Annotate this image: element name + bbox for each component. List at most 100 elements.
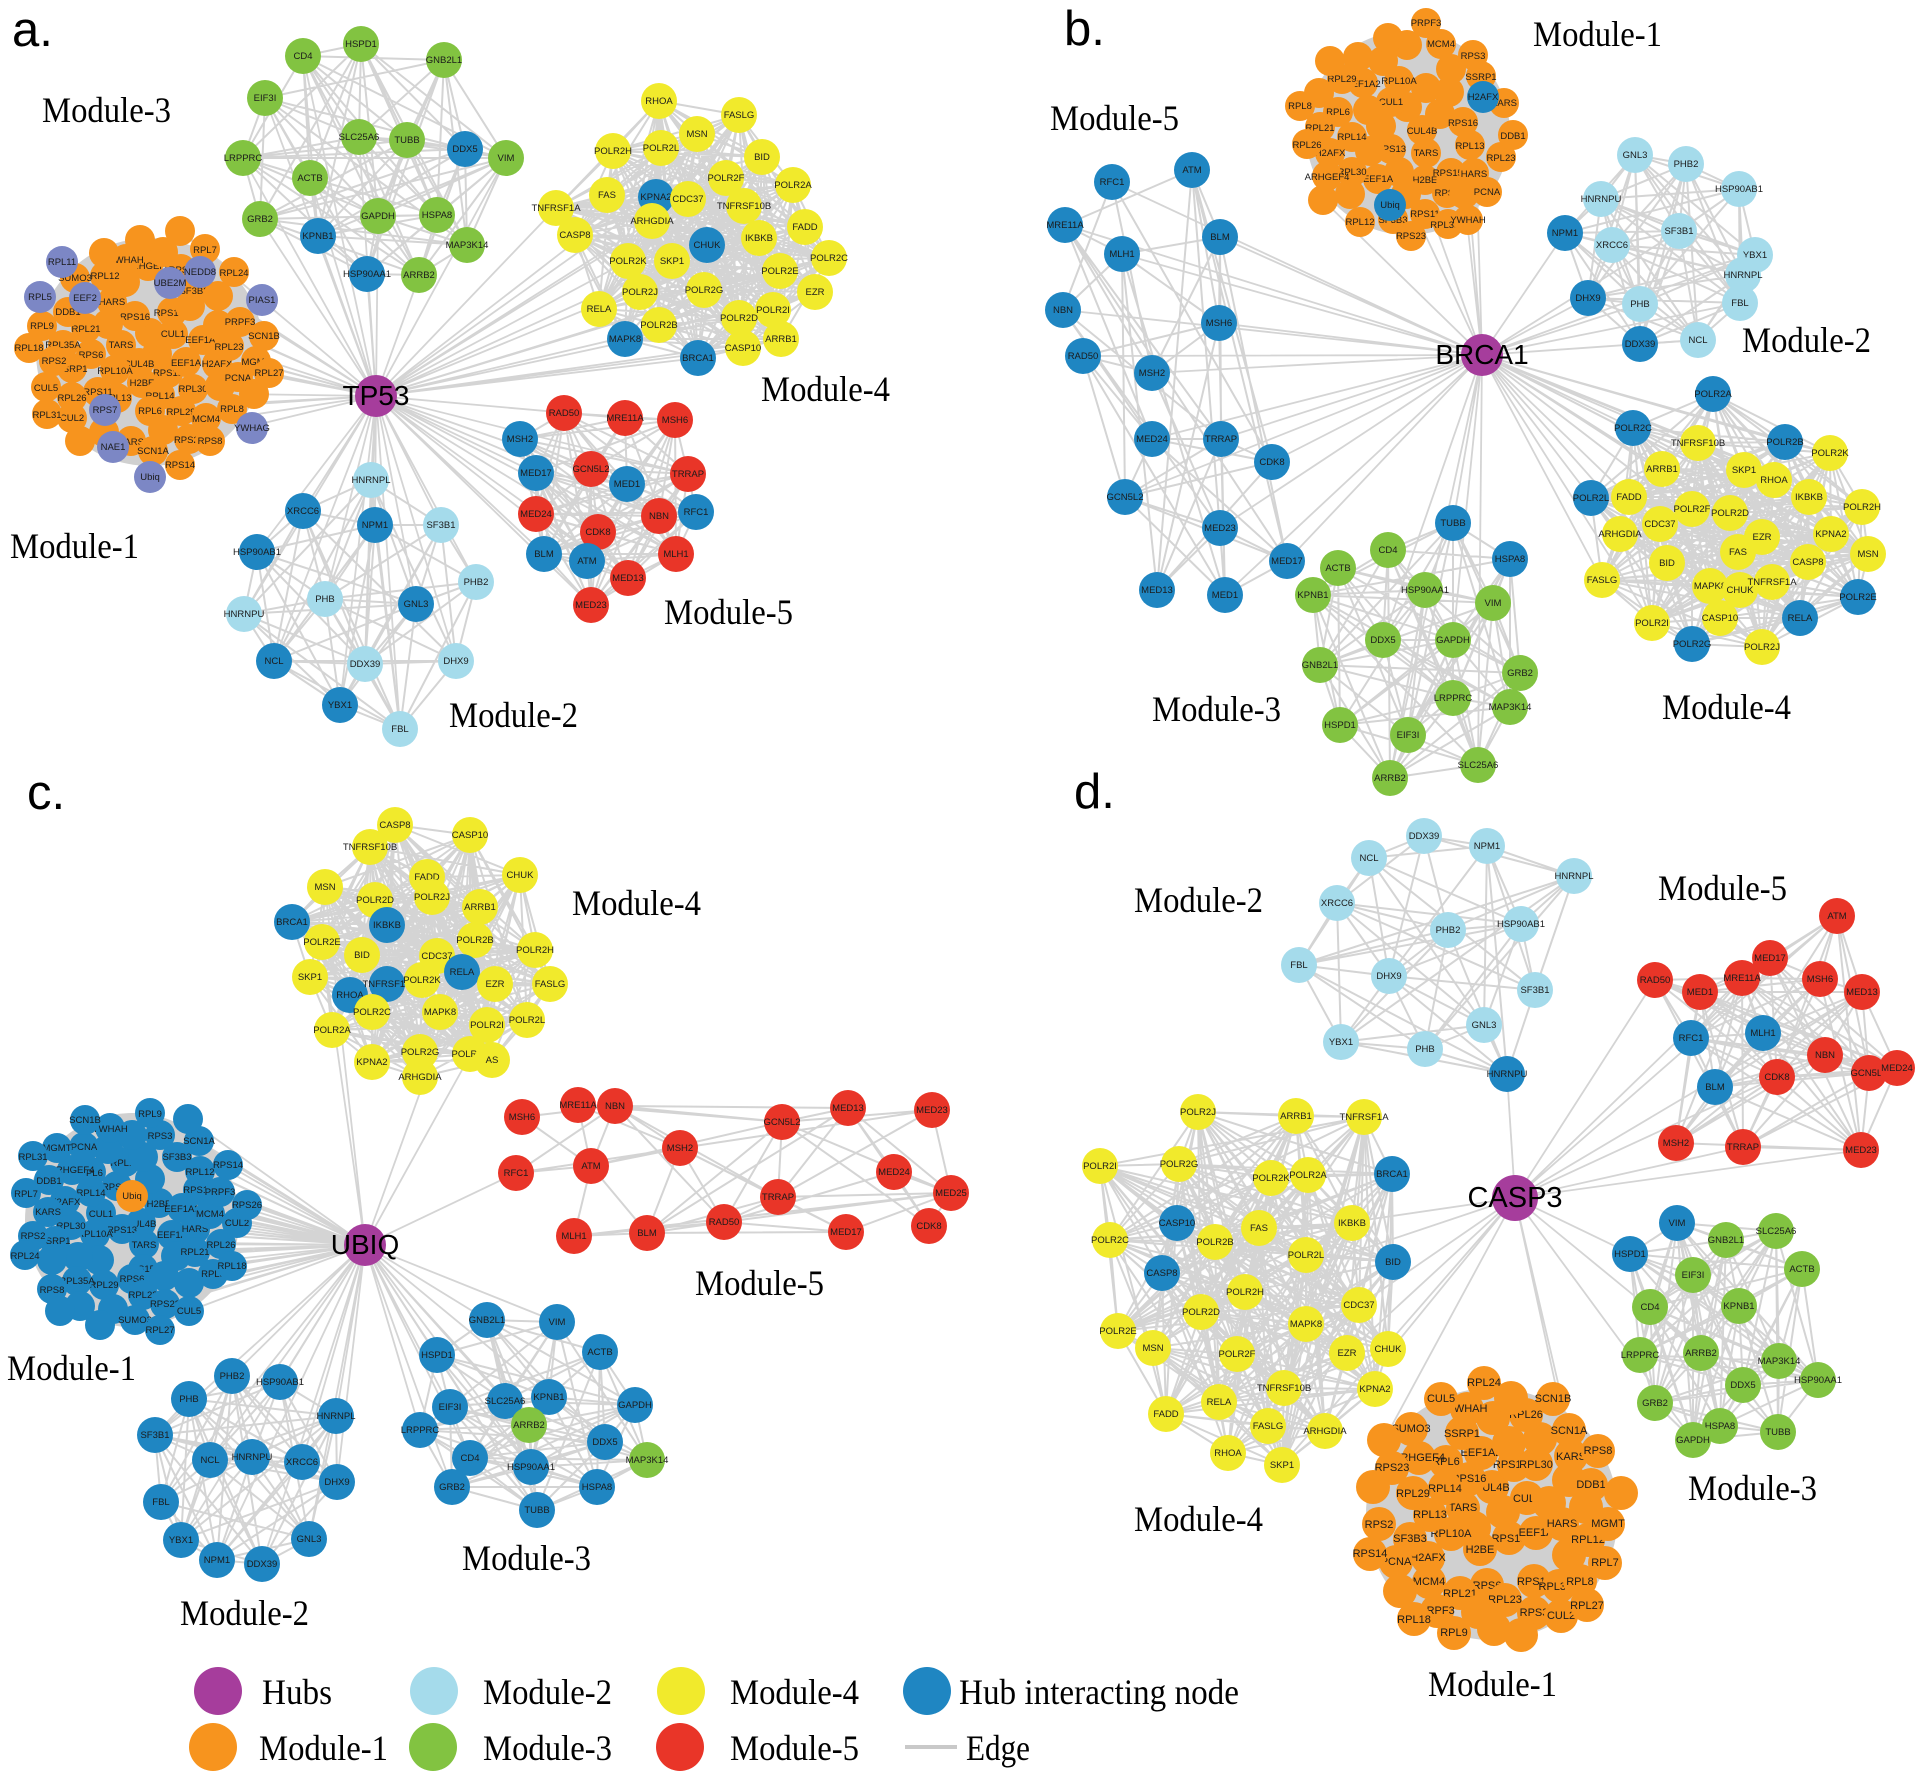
svg-text:RPS23: RPS23: [174, 435, 204, 446]
svg-text:RPL13: RPL13: [102, 393, 131, 404]
svg-text:CDC37: CDC37: [421, 951, 452, 962]
svg-text:TUBB: TUBB: [394, 135, 419, 146]
svg-text:MAP3K14: MAP3K14: [1758, 1356, 1801, 1367]
svg-text:GAPDH: GAPDH: [1676, 1435, 1710, 1446]
svg-text:RPL10A: RPL10A: [1381, 76, 1417, 87]
svg-text:SF3B3: SF3B3: [1393, 1533, 1427, 1545]
svg-text:FBL: FBL: [152, 1497, 169, 1508]
svg-text:CUL5: CUL5: [1427, 1393, 1455, 1405]
svg-text:EIF3I: EIF3I: [1682, 1270, 1705, 1281]
svg-text:RPL6: RPL6: [1432, 1456, 1460, 1468]
svg-text:MCM4: MCM4: [1413, 1576, 1445, 1588]
svg-text:GNL3: GNL3: [1472, 1020, 1497, 1031]
svg-text:GNL3: GNL3: [404, 599, 429, 610]
svg-text:RPS6: RPS6: [1435, 188, 1460, 199]
svg-text:Module-2: Module-2: [1134, 880, 1263, 920]
svg-text:TNFRSF10B: TNFRSF10B: [1257, 1383, 1311, 1394]
svg-text:CDC37: CDC37: [1343, 1300, 1374, 1311]
svg-text:FAS: FAS: [1729, 547, 1747, 558]
svg-text:RPS13: RPS13: [153, 368, 183, 379]
svg-text:CHUK: CHUK: [1727, 585, 1755, 596]
svg-text:SKP1: SKP1: [298, 972, 322, 983]
svg-text:KARS: KARS: [35, 1207, 61, 1218]
svg-text:MAPK8: MAPK8: [424, 1007, 456, 1018]
svg-text:Module-4: Module-4: [761, 369, 890, 409]
svg-text:Ubiq: Ubiq: [140, 472, 160, 483]
svg-text:KPNB1: KPNB1: [533, 1392, 564, 1403]
svg-text:ACTB: ACTB: [297, 173, 322, 184]
svg-text:FBL: FBL: [1731, 298, 1748, 309]
svg-text:HARS: HARS: [182, 1224, 208, 1235]
svg-text:EEF2: EEF2: [73, 293, 97, 304]
svg-text:ATM: ATM: [1182, 165, 1201, 176]
svg-text:MCM4: MCM4: [1427, 39, 1455, 50]
svg-text:BLM: BLM: [534, 549, 554, 560]
svg-text:Module-3: Module-3: [1152, 689, 1281, 729]
svg-text:NCL: NCL: [264, 656, 283, 667]
svg-text:RPS16: RPS16: [120, 312, 150, 323]
svg-text:PRPF3: PRPF3: [205, 1187, 236, 1198]
svg-text:SCN1A: SCN1A: [183, 1136, 215, 1147]
svg-text:RPL24: RPL24: [1467, 1377, 1501, 1389]
svg-text:MED1: MED1: [1212, 590, 1238, 601]
svg-text:RPS11: RPS11: [83, 387, 112, 398]
svg-text:MSN: MSN: [1857, 549, 1878, 560]
svg-text:NPM1: NPM1: [1552, 228, 1578, 239]
svg-text:RPL29: RPL29: [1396, 1488, 1430, 1500]
svg-text:PRPF3: PRPF3: [225, 317, 256, 328]
svg-text:DHX9: DHX9: [1376, 971, 1401, 982]
svg-text:POLR2F: POLR2F: [708, 173, 745, 184]
svg-text:Module-3: Module-3: [462, 1538, 591, 1578]
svg-text:RPS7: RPS7: [93, 405, 118, 416]
svg-text:SF3B1: SF3B1: [426, 520, 455, 531]
svg-text:CASP10: CASP10: [725, 343, 761, 354]
svg-text:SKP1: SKP1: [1270, 1460, 1294, 1471]
svg-text:RPL9: RPL9: [30, 321, 54, 332]
svg-text:MED1: MED1: [614, 479, 640, 490]
svg-text:MSH2: MSH2: [1663, 1138, 1689, 1149]
svg-text:MED17: MED17: [1271, 556, 1303, 567]
svg-text:RHOA: RHOA: [336, 990, 364, 1001]
svg-text:PIAS1: PIAS1: [249, 295, 276, 306]
svg-text:DDX5: DDX5: [452, 144, 477, 155]
svg-text:TNFRSF1A: TNFRSF1A: [1747, 577, 1797, 588]
svg-text:RPL13: RPL13: [110, 1158, 139, 1169]
svg-text:MED25: MED25: [935, 1188, 967, 1199]
svg-text:MED17: MED17: [520, 468, 552, 479]
svg-text:AS: AS: [486, 1055, 499, 1066]
svg-text:CUL1: CUL1: [89, 1209, 113, 1220]
svg-text:RPL12: RPL12: [1571, 1534, 1605, 1546]
svg-text:MLH1: MLH1: [1750, 1028, 1775, 1039]
svg-text:EEF1A2: EEF1A2: [1345, 79, 1380, 90]
svg-text:H2AFX: H2AFX: [1468, 92, 1499, 103]
svg-text:ARHGEF4: ARHGEF4: [126, 261, 171, 272]
svg-text:LRPPRC: LRPPRC: [401, 1425, 440, 1436]
svg-text:RPL27: RPL27: [254, 368, 283, 379]
svg-text:CASP8: CASP8: [1146, 1268, 1177, 1279]
svg-text:EIF3I: EIF3I: [1397, 730, 1420, 741]
svg-text:GRB2: GRB2: [247, 214, 273, 225]
svg-text:GRB2: GRB2: [439, 1482, 465, 1493]
svg-text:PHB: PHB: [315, 594, 335, 605]
svg-text:RPL7: RPL7: [1591, 1557, 1619, 1569]
svg-text:CUL1: CUL1: [161, 329, 185, 340]
svg-text:MAP3K14: MAP3K14: [626, 1455, 669, 1466]
svg-text:RPL14: RPL14: [1337, 132, 1366, 143]
svg-text:CASP10: CASP10: [452, 830, 488, 841]
svg-text:HSP90AA1: HSP90AA1: [1401, 585, 1449, 596]
svg-text:a.: a.: [12, 3, 53, 57]
svg-text:GAPDH: GAPDH: [618, 1400, 652, 1411]
svg-text:IKBKB: IKBKB: [373, 920, 401, 931]
svg-text:TARS: TARS: [132, 1240, 157, 1251]
svg-text:ATM: ATM: [581, 1161, 600, 1172]
svg-text:ARRB1: ARRB1: [765, 334, 797, 345]
svg-text:EIF3I: EIF3I: [254, 93, 277, 104]
svg-text:MED13: MED13: [612, 573, 644, 584]
svg-text:RHOA: RHOA: [1760, 475, 1788, 486]
svg-text:DDX39: DDX39: [350, 659, 381, 670]
svg-text:YWHAH: YWHAH: [1447, 1403, 1488, 1415]
svg-text:EEF1A: EEF1A: [1519, 1527, 1555, 1539]
svg-text:DDB1: DDB1: [1576, 1479, 1605, 1491]
svg-text:POLR2B: POLR2B: [1766, 437, 1804, 448]
svg-text:ACTB: ACTB: [1325, 563, 1350, 574]
